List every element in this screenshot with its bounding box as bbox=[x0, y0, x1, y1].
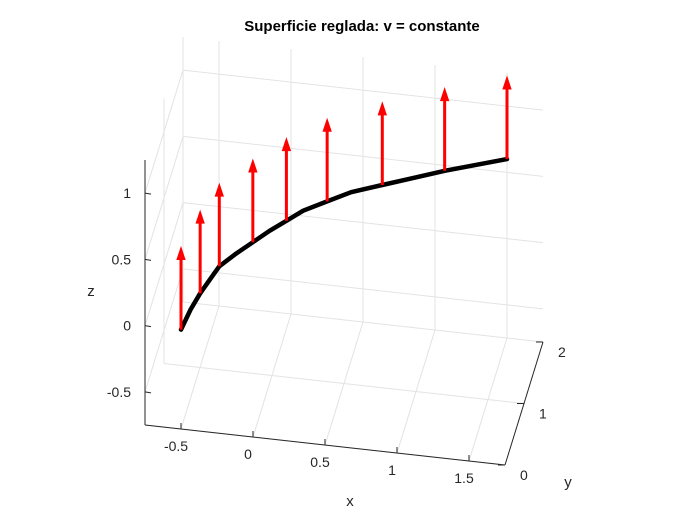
arrow-head bbox=[214, 182, 224, 197]
arrow bbox=[214, 182, 224, 267]
arrow bbox=[322, 117, 332, 202]
z-tick-label: 1 bbox=[123, 185, 131, 201]
grid-line bbox=[144, 69, 184, 194]
y-tick-label: 0 bbox=[520, 467, 528, 483]
grid-line bbox=[182, 268, 544, 310]
z-tick-label: -0.5 bbox=[107, 384, 131, 400]
arrow-head bbox=[377, 101, 387, 116]
arrow bbox=[195, 209, 205, 294]
z-axis-label: z bbox=[87, 283, 95, 300]
y-tick-label: 2 bbox=[558, 344, 566, 360]
z-tick-mark bbox=[144, 325, 152, 328]
arrow bbox=[281, 137, 292, 221]
arrow-head bbox=[322, 117, 332, 132]
x-tick-label: 0.5 bbox=[310, 454, 330, 470]
x-tick-label: 1 bbox=[388, 462, 396, 478]
curve-line bbox=[178, 156, 510, 332]
z-tick-label: 0 bbox=[123, 318, 131, 334]
arrow-head bbox=[248, 158, 258, 173]
arrow-series bbox=[176, 75, 512, 330]
arrow bbox=[502, 75, 512, 160]
x-tick-label: -0.5 bbox=[164, 438, 188, 454]
y-tick-label: 1 bbox=[539, 406, 547, 422]
arrow-head bbox=[502, 75, 512, 90]
arrow bbox=[439, 87, 450, 171]
arrow-head bbox=[281, 137, 292, 152]
tick-labels: -0.5 0 0.5 1 1.5 0 1 2 -0.5 0 0.5 1 bbox=[107, 185, 566, 486]
z-tick-label: 0.5 bbox=[112, 251, 132, 267]
grid-lines bbox=[144, 37, 544, 466]
curve-series bbox=[178, 156, 510, 332]
grid-line bbox=[182, 301, 544, 343]
axes bbox=[144, 160, 544, 466]
arrow-head bbox=[439, 87, 450, 102]
z-tick-mark bbox=[144, 391, 152, 394]
arrow-head bbox=[176, 245, 186, 260]
y-axis-label: y bbox=[564, 474, 572, 491]
grid-line bbox=[144, 202, 184, 326]
arrow bbox=[176, 245, 186, 330]
x-tick-label: 1.5 bbox=[454, 470, 474, 486]
x-tick-label: 0 bbox=[244, 446, 252, 462]
arrow bbox=[377, 101, 387, 186]
chart-title: Superficie reglada: v = constante bbox=[244, 18, 480, 35]
arrow bbox=[248, 158, 258, 243]
grid-line bbox=[182, 69, 544, 111]
x-axis-label: x bbox=[346, 493, 354, 510]
z-tick-mark bbox=[144, 192, 152, 195]
grid-line bbox=[182, 202, 544, 244]
z-tick-mark bbox=[144, 258, 152, 261]
grid-line bbox=[144, 136, 184, 260]
arrow-head bbox=[195, 209, 205, 224]
grid-line bbox=[182, 135, 544, 177]
grid-line bbox=[144, 268, 184, 393]
grid-line bbox=[163, 363, 525, 404]
